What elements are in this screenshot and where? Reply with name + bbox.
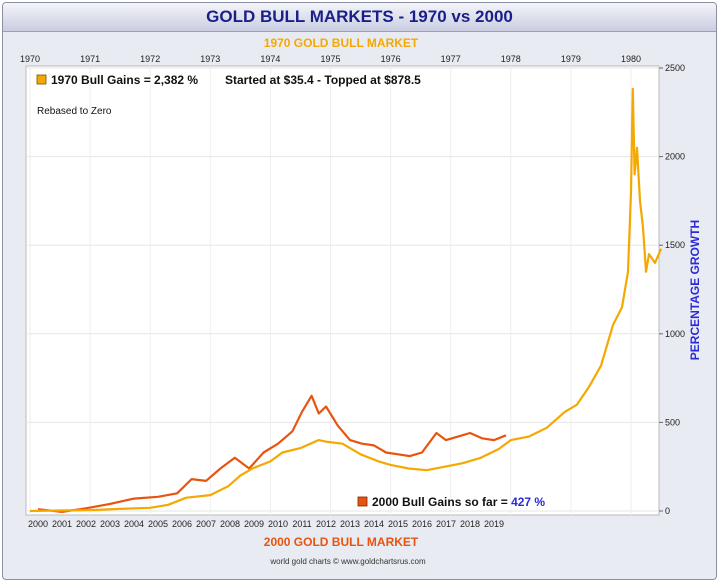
bottom-tick-label: 2019 [484,519,504,529]
bottom-tick-label: 2002 [76,519,96,529]
bottom-tick-label: 2004 [124,519,144,529]
legend-2000-label: 2000 Bull Gains so far = 427 % [372,495,545,509]
top-tick-label: 1978 [501,54,521,64]
chart-title: GOLD BULL MARKETS - 1970 vs 2000 [206,7,513,26]
top-axis-ticks: 1970 1971 1972 1973 1974 1975 1976 1977 1978 1979… [20,54,641,64]
bottom-tick-label: 2007 [196,519,216,529]
bottom-tick-label: 2016 [412,519,432,529]
bottom-tick-label: 2000 [28,519,48,529]
top-tick-label: 1971 [80,54,100,64]
title-bar: GOLD BULL MARKETS - 1970 vs 2000 [3,3,716,32]
top-tick-label: 1979 [561,54,581,64]
right-axis-title: PERCENTAGE GROWTH [688,220,702,360]
bottom-tick-label: 2012 [316,519,336,529]
bottom-tick-label: 2005 [148,519,168,529]
bottom-axis-title: 2000 GOLD BULL MARKET [264,535,419,549]
bottom-tick-label: 2008 [220,519,240,529]
right-axis-ticks: 0 500 1000 1500 2000 2500 [659,63,685,516]
right-tick-label: 0 [665,506,670,516]
plot-area [25,65,660,516]
top-tick-label: 1972 [140,54,160,64]
bottom-tick-label: 2014 [364,519,384,529]
top-axis-title: 1970 GOLD BULL MARKET [264,36,419,50]
top-tick-label: 1970 [20,54,40,64]
right-tick-label: 500 [665,417,680,427]
bottom-tick-label: 2010 [268,519,288,529]
top-tick-label: 1974 [260,54,280,64]
right-tick-label: 2000 [665,152,685,162]
legend-1970-label: 1970 Bull Gains = 2,382 % [51,73,198,87]
legend-rebased-note: Rebased to Zero [37,106,112,117]
footer-credit: world gold charts © www.goldchartsrus.co… [269,557,426,566]
top-tick-label: 1980 [621,54,641,64]
legend-2000-swatch [357,496,368,507]
legend-2000-value: 427 % [511,495,545,509]
legend-2000-prefix: 2000 Bull Gains so far = [372,495,511,509]
top-tick-label: 1976 [381,54,401,64]
bottom-tick-label: 2018 [460,519,480,529]
series-lines [29,87,663,513]
bottom-tick-label: 2013 [340,519,360,529]
legend-started-topped: Started at $35.4 - Topped at $878.5 [225,73,421,87]
right-tick-label: 1500 [665,240,685,250]
top-tick-label: 1977 [441,54,461,64]
bottom-axis-ticks: 2000 2001 2002 2003 2004 2005 2006 2007 2008 2009… [28,519,504,529]
bottom-tick-label: 2015 [388,519,408,529]
legend-1970-swatch [36,74,47,85]
series-1970-line [29,87,663,513]
bottom-tick-label: 2009 [244,519,264,529]
series-2000-line [37,394,507,513]
right-tick-label: 2500 [665,63,685,73]
bottom-tick-label: 2006 [172,519,192,529]
bottom-tick-label: 2017 [436,519,456,529]
top-tick-label: 1975 [320,54,340,64]
bottom-tick-label: 2011 [292,519,311,529]
bottom-tick-label: 2001 [52,519,72,529]
bottom-tick-label: 2003 [100,519,120,529]
top-tick-label: 1973 [200,54,220,64]
right-tick-label: 1000 [665,329,685,339]
